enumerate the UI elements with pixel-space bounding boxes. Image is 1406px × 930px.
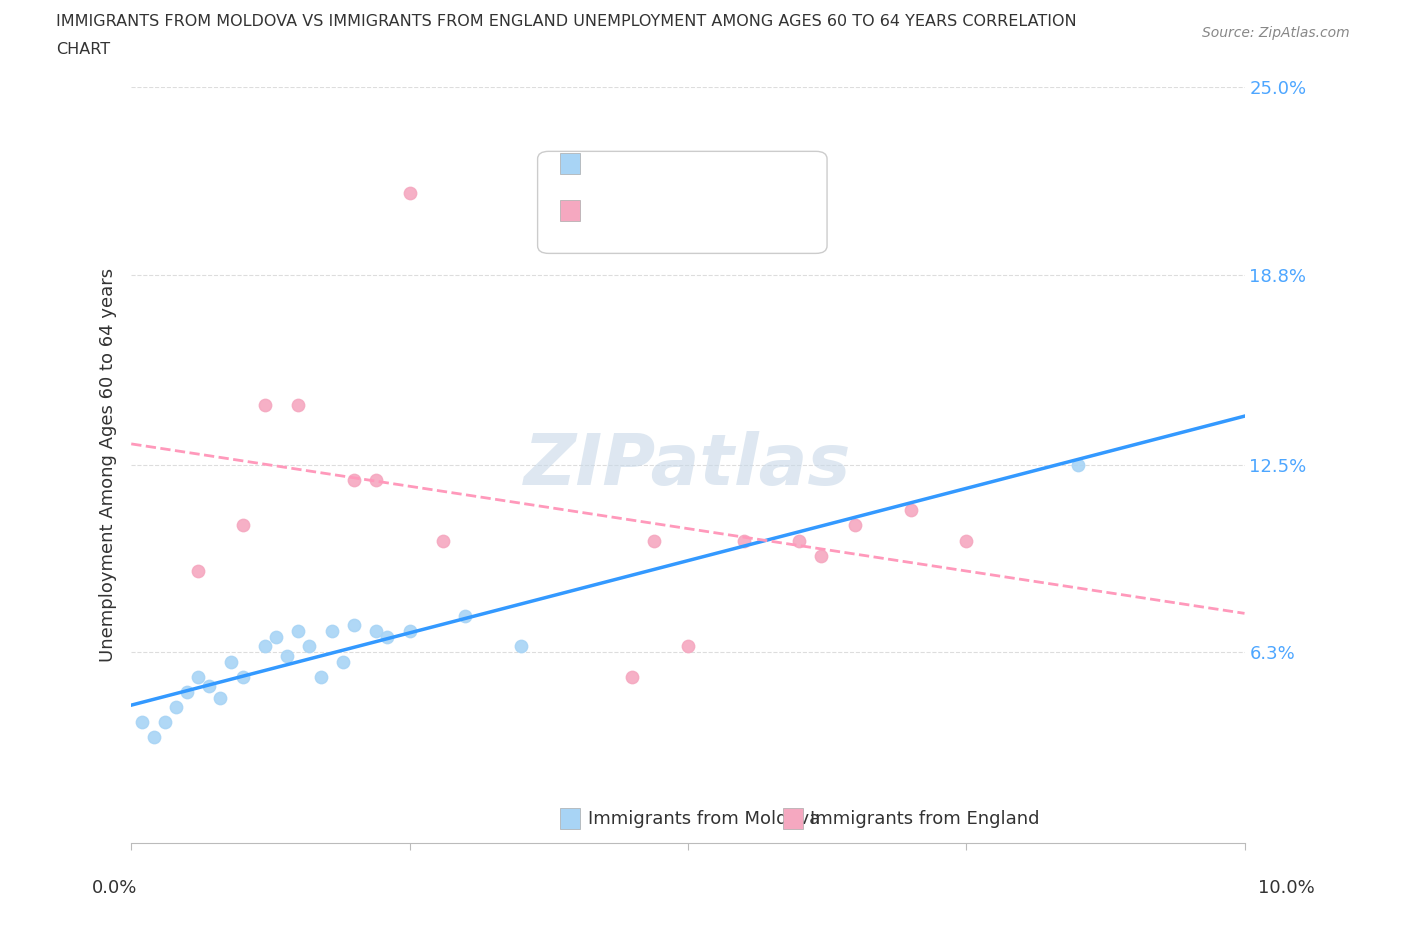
FancyBboxPatch shape [560,153,579,174]
Point [232,518,254,533]
Point [221,654,243,669]
Point [287,397,309,412]
FancyBboxPatch shape [560,808,579,830]
Point [844,518,866,533]
Point [900,503,922,518]
Text: Source: ZipAtlas.com: Source: ZipAtlas.com [1202,26,1350,40]
Point [153,714,176,729]
Text: ZIPatlas: ZIPatlas [524,431,852,499]
Point [287,624,309,639]
Point [375,630,398,644]
Point [176,684,198,699]
Point [309,670,332,684]
Point [253,397,276,412]
Point [621,670,644,684]
Point [198,678,221,693]
Point [298,639,321,654]
Text: R =  0.049   N = 17: R = 0.049 N = 17 [591,201,766,219]
Point [733,533,755,548]
Point [398,185,420,200]
Point [321,624,343,639]
Point [810,549,832,564]
Point [366,624,388,639]
Point [509,639,531,654]
Point [955,533,977,548]
Point [142,730,165,745]
Text: Immigrants from Moldova: Immigrants from Moldova [588,810,820,828]
Point [253,639,276,654]
Point [1066,458,1088,472]
Point [209,690,232,705]
Point [276,648,298,663]
Text: IMMIGRANTS FROM MOLDOVA VS IMMIGRANTS FROM ENGLAND UNEMPLOYMENT AMONG AGES 60 TO: IMMIGRANTS FROM MOLDOVA VS IMMIGRANTS FR… [56,14,1077,29]
FancyBboxPatch shape [537,152,827,253]
Text: CHART: CHART [56,42,110,57]
Point [187,670,209,684]
Point [643,533,665,548]
FancyBboxPatch shape [560,200,579,221]
Point [676,639,699,654]
Point [232,670,254,684]
Point [432,533,454,548]
Point [343,472,366,487]
Point [366,472,388,487]
Point [165,699,187,714]
Text: Immigrants from England: Immigrants from England [810,810,1040,828]
FancyBboxPatch shape [783,808,803,830]
Point [332,654,354,669]
Y-axis label: Unemployment Among Ages 60 to 64 years: Unemployment Among Ages 60 to 64 years [100,268,117,662]
Text: 10.0%: 10.0% [1258,879,1315,897]
Point [787,533,810,548]
Point [264,630,287,644]
Point [187,564,209,578]
Point [454,609,477,624]
Text: 0.0%: 0.0% [91,879,136,897]
Point [131,714,153,729]
Text: R =  0.727   N = 25: R = 0.727 N = 25 [591,153,766,171]
Point [398,624,420,639]
Point [343,618,366,632]
